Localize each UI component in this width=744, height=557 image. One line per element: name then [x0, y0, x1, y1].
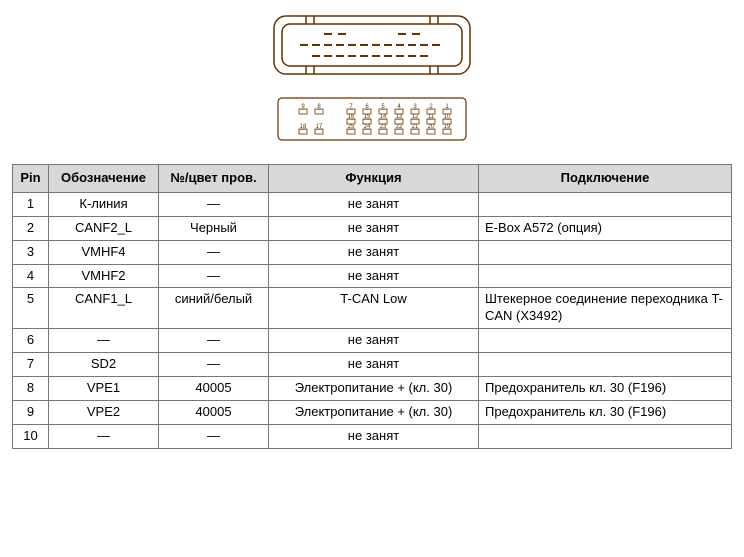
cell-connection: Предохранитель кл. 30 (F196) — [479, 377, 732, 401]
table-row: 1К-линия—не занят — [13, 192, 732, 216]
cell-connection: Предохранитель кл. 30 (F196) — [479, 400, 732, 424]
table-body: 1К-линия—не занят2CANF2_LЧерныйне занятE… — [13, 192, 732, 448]
svg-text:17: 17 — [316, 124, 323, 130]
cell-wire: синий/белый — [159, 288, 269, 329]
svg-text:21: 21 — [412, 124, 419, 130]
table-row: 7SD2—не занят — [13, 353, 732, 377]
svg-text:15: 15 — [364, 114, 371, 120]
cell-wire: — — [159, 353, 269, 377]
col-header-desig: Обозначение — [49, 165, 159, 193]
cell-pin: 8 — [13, 377, 49, 401]
cell-wire: Черный — [159, 216, 269, 240]
cell-connection — [479, 264, 732, 288]
cell-designation: CANF2_L — [49, 216, 159, 240]
connector-large-svg — [272, 14, 472, 76]
cell-function: не занят — [269, 353, 479, 377]
connector-diagrams: 9876543211615141312111018172524232221201… — [10, 10, 734, 152]
cell-function: не занят — [269, 329, 479, 353]
svg-text:22: 22 — [396, 124, 403, 130]
svg-text:14: 14 — [380, 114, 387, 120]
cell-designation: К-линия — [49, 192, 159, 216]
table-row: 9VPE240005Электропитание + (кл. 30)Предо… — [13, 400, 732, 424]
cell-connection — [479, 353, 732, 377]
cell-function: Электропитание + (кл. 30) — [269, 377, 479, 401]
table-row: 2CANF2_LЧерныйне занятE-Box A572 (опция) — [13, 216, 732, 240]
table-row: 4VMHF2—не занят — [13, 264, 732, 288]
cell-connection: Штекерное соединение переходника T-CAN (… — [479, 288, 732, 329]
cell-pin: 7 — [13, 353, 49, 377]
cell-connection — [479, 329, 732, 353]
cell-connection — [479, 240, 732, 264]
cell-wire: 40005 — [159, 400, 269, 424]
connector-small: 9876543211615141312111018172524232221201… — [277, 97, 467, 144]
col-header-func: Функция — [269, 165, 479, 193]
cell-wire: — — [159, 264, 269, 288]
table-row: 3VMHF4—не занят — [13, 240, 732, 264]
svg-text:25: 25 — [348, 124, 355, 130]
cell-function: не занят — [269, 216, 479, 240]
cell-pin: 5 — [13, 288, 49, 329]
cell-function: Электропитание + (кл. 30) — [269, 400, 479, 424]
connector-large — [272, 14, 472, 79]
cell-pin: 2 — [13, 216, 49, 240]
cell-function: T-CAN Low — [269, 288, 479, 329]
cell-function: не занят — [269, 264, 479, 288]
cell-designation: VPE2 — [49, 400, 159, 424]
cell-connection: E-Box A572 (опция) — [479, 216, 732, 240]
cell-pin: 3 — [13, 240, 49, 264]
cell-pin: 6 — [13, 329, 49, 353]
cell-wire: — — [159, 329, 269, 353]
svg-text:19: 19 — [444, 124, 451, 130]
cell-designation: VMHF4 — [49, 240, 159, 264]
cell-pin: 9 — [13, 400, 49, 424]
cell-function: не занят — [269, 240, 479, 264]
cell-wire: — — [159, 240, 269, 264]
cell-function: не занят — [269, 424, 479, 448]
cell-designation: CANF1_L — [49, 288, 159, 329]
cell-connection — [479, 192, 732, 216]
svg-text:23: 23 — [380, 124, 387, 130]
svg-text:13: 13 — [396, 114, 403, 120]
cell-wire: — — [159, 424, 269, 448]
cell-designation: SD2 — [49, 353, 159, 377]
cell-designation: — — [49, 424, 159, 448]
cell-pin: 10 — [13, 424, 49, 448]
table-header-row: Pin Обозначение №/цвет пров. Функция Под… — [13, 165, 732, 193]
table-row: 8VPE140005Электропитание + (кл. 30)Предо… — [13, 377, 732, 401]
cell-designation: VMHF2 — [49, 264, 159, 288]
cell-wire: — — [159, 192, 269, 216]
table-row: 5CANF1_Lсиний/белыйT-CAN LowШтекерное со… — [13, 288, 732, 329]
col-header-wire: №/цвет пров. — [159, 165, 269, 193]
cell-function: не занят — [269, 192, 479, 216]
connector-small-svg: 9876543211615141312111018172524232221201… — [277, 97, 467, 141]
col-header-pin: Pin — [13, 165, 49, 193]
table-row: 10——не занят — [13, 424, 732, 448]
table-row: 6——не занят — [13, 329, 732, 353]
svg-text:16: 16 — [348, 114, 355, 120]
svg-text:12: 12 — [412, 114, 419, 120]
col-header-conn: Подключение — [479, 165, 732, 193]
svg-text:18: 18 — [300, 124, 307, 130]
cell-designation: — — [49, 329, 159, 353]
cell-connection — [479, 424, 732, 448]
cell-pin: 4 — [13, 264, 49, 288]
cell-designation: VPE1 — [49, 377, 159, 401]
pinout-table: Pin Обозначение №/цвет пров. Функция Под… — [12, 164, 732, 449]
svg-text:24: 24 — [364, 124, 371, 130]
cell-pin: 1 — [13, 192, 49, 216]
cell-wire: 40005 — [159, 377, 269, 401]
svg-text:10: 10 — [444, 114, 451, 120]
svg-text:11: 11 — [428, 114, 435, 120]
svg-text:20: 20 — [428, 124, 435, 130]
